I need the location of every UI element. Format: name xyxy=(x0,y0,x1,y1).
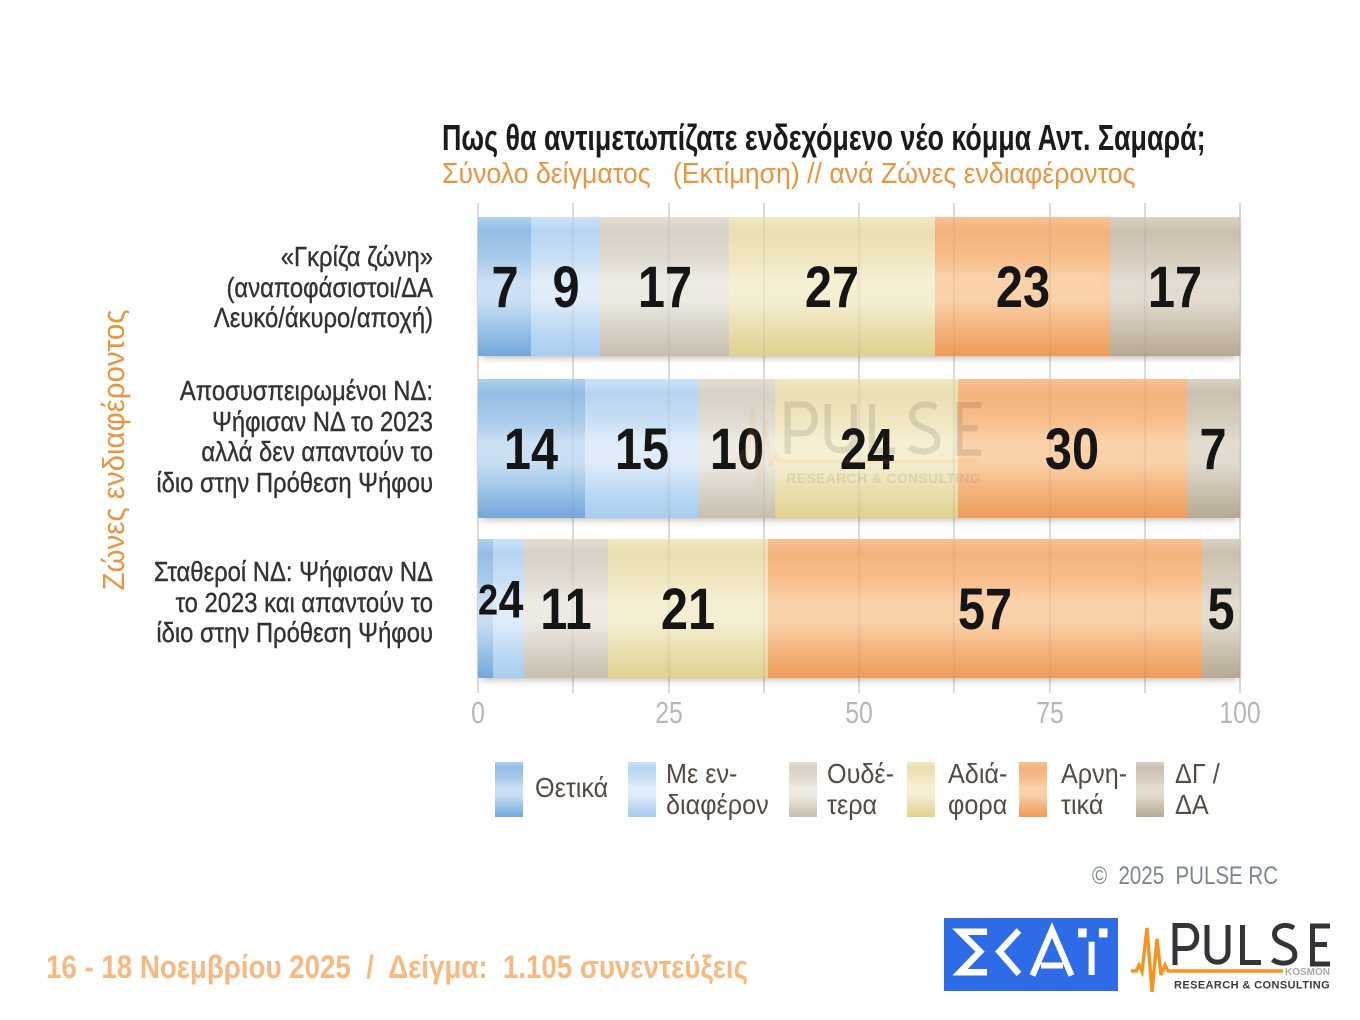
svg-text:RESEARCH & CONSULTING: RESEARCH & CONSULTING xyxy=(786,471,981,486)
svg-text:RESEARCH & CONSULTING: RESEARCH & CONSULTING xyxy=(1174,980,1330,992)
svg-text:KOSMON: KOSMON xyxy=(1285,967,1330,978)
